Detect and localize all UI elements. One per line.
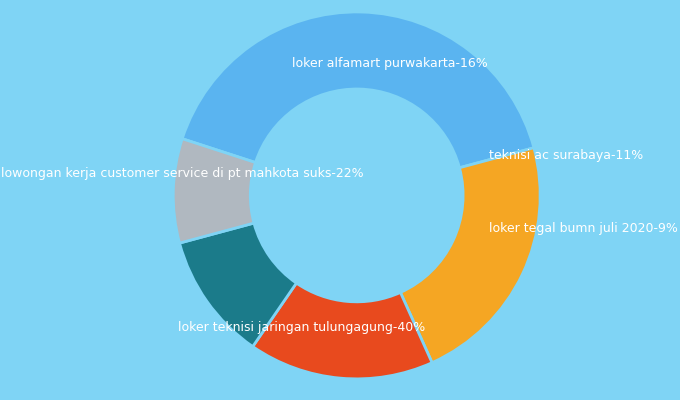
Text: lowongan kerja customer service di pt mahkota suks-22%: lowongan kerja customer service di pt ma… [1,167,364,180]
Wedge shape [253,283,432,379]
Wedge shape [401,148,540,363]
Text: loker tegal bumn juli 2020-9%: loker tegal bumn juli 2020-9% [489,222,678,235]
Text: loker alfamart purwakarta-16%: loker alfamart purwakarta-16% [292,57,488,70]
Wedge shape [180,223,296,346]
Wedge shape [173,139,256,243]
Wedge shape [182,12,534,168]
Text: loker teknisi jaringan tulungagung-40%: loker teknisi jaringan tulungagung-40% [178,321,425,334]
Text: teknisi ac surabaya-11%: teknisi ac surabaya-11% [489,148,643,162]
